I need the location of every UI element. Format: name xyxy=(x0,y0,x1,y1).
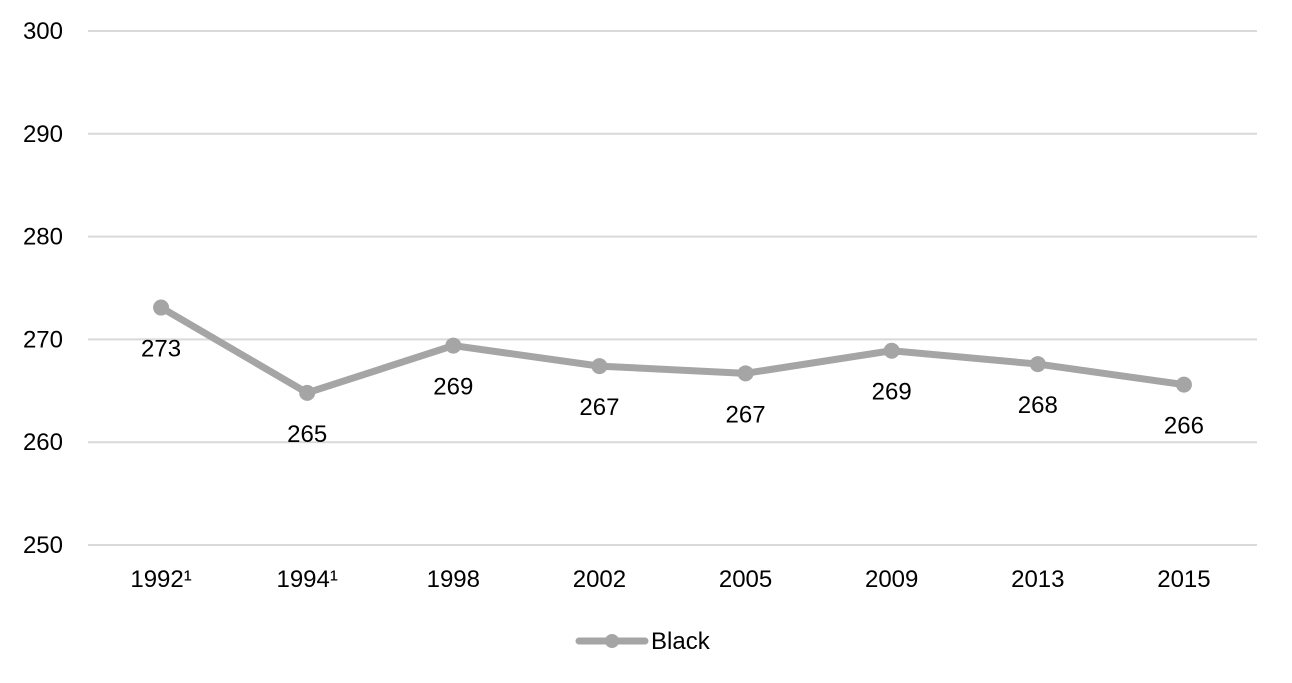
data-label: 273 xyxy=(141,336,181,363)
y-tick-label: 280 xyxy=(23,224,63,251)
data-point xyxy=(883,342,900,359)
legend-label-black: Black xyxy=(651,628,711,655)
data-label: 269 xyxy=(433,374,473,401)
data-point xyxy=(299,384,316,401)
x-tick-label: 2002 xyxy=(573,566,626,593)
x-axis-tick-labels: 1992¹ 1994¹ 1998 2002 2005 2009 2013 2015 xyxy=(130,566,1210,593)
data-label: 265 xyxy=(287,421,327,448)
y-tick-label: 250 xyxy=(23,532,63,559)
x-tick-label: 2005 xyxy=(719,566,772,593)
series-line-black xyxy=(157,304,1188,397)
y-tick-label: 290 xyxy=(23,121,63,148)
data-label: 267 xyxy=(579,394,619,421)
y-tick-label: 260 xyxy=(23,429,63,456)
data-label: 267 xyxy=(726,401,766,428)
x-tick-label: 2009 xyxy=(865,566,918,593)
data-point xyxy=(737,365,754,382)
data-point xyxy=(591,358,608,375)
data-point xyxy=(445,337,462,354)
series-black xyxy=(153,299,1192,401)
y-tick-label: 270 xyxy=(23,326,63,353)
gridlines xyxy=(88,30,1257,546)
x-tick-label: 1992¹ xyxy=(130,566,191,593)
data-label: 268 xyxy=(1018,392,1058,419)
y-axis-tick-labels: 250 260 270 280 290 300 xyxy=(23,18,63,559)
x-tick-label: 2013 xyxy=(1011,566,1064,593)
y-tick-label: 300 xyxy=(23,18,63,45)
data-point xyxy=(1029,356,1046,373)
data-point xyxy=(153,299,170,316)
data-label: 266 xyxy=(1164,413,1204,440)
x-tick-label: 1994¹ xyxy=(276,566,337,593)
x-tick-label: 1998 xyxy=(427,566,480,593)
x-tick-label: 2015 xyxy=(1157,566,1210,593)
data-label: 269 xyxy=(872,379,912,406)
legend-marker-swatch xyxy=(605,634,619,648)
data-point xyxy=(1175,376,1192,393)
legend: Black xyxy=(575,628,711,655)
data-labels: 273 265 269 267 267 269 268 266 xyxy=(141,336,1204,448)
